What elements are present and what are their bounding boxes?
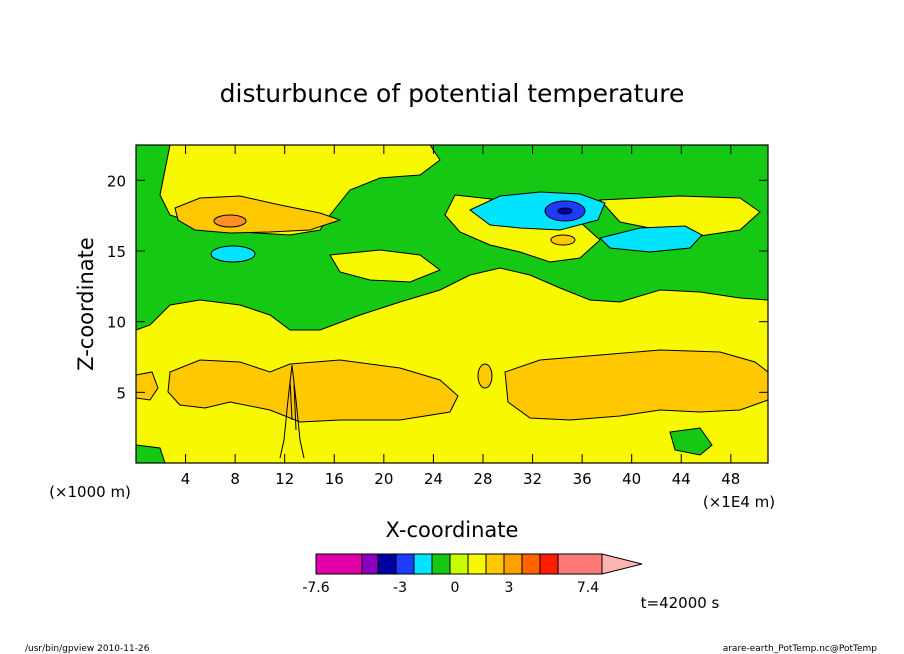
x-tick-label: 12	[275, 470, 294, 488]
colorbar-tick-label: -7.6	[302, 580, 329, 596]
region-orange-lower-left	[167, 359, 459, 423]
x-tick-label: 48	[721, 470, 740, 488]
region-yellow-upper-3	[598, 195, 761, 237]
region-orange-small	[550, 234, 576, 246]
colorbar-segment	[503, 553, 523, 575]
colorbar-segment	[413, 553, 433, 575]
colorbar-segment	[449, 553, 469, 575]
region-orange-strong-upper	[213, 214, 247, 228]
colorbar-segment	[377, 553, 397, 575]
x-tick-label: 36	[573, 470, 592, 488]
y-tick-label: 10	[107, 314, 126, 332]
x-tick-label: 8	[230, 470, 240, 488]
x-tick-label: 20	[374, 470, 393, 488]
region-green-lower-right	[669, 427, 713, 456]
footer-left: /usr/bin/gpview 2010-11-26	[25, 644, 150, 654]
x-tick-label: 44	[672, 470, 691, 488]
y-tick-label: 20	[107, 172, 126, 190]
x-tick-label: 4	[181, 470, 191, 488]
colorbar-tick-label: 0	[451, 580, 460, 596]
y-ticks: 5 10 15 20	[107, 172, 768, 402]
y-tick-label: 5	[116, 384, 126, 402]
colorbar-segment	[467, 553, 487, 575]
colorbar-tick-label: -3	[393, 580, 407, 596]
colorbar-segment	[431, 553, 451, 575]
x-ticks: 4 8 12 16 20 24 28 32 36 40 44 48	[181, 145, 740, 488]
y-tick-label: 15	[107, 243, 126, 261]
colorbar-segment	[361, 553, 379, 575]
colorbar-segment	[539, 553, 559, 575]
colorbar-segment	[485, 553, 505, 575]
x-unit-left: (×1000 m)	[49, 483, 131, 501]
plume-contours	[279, 364, 305, 459]
region-orange-lower-center	[477, 363, 493, 389]
x-unit-right: (×1E4 m)	[703, 493, 775, 511]
x-tick-label: 24	[424, 470, 443, 488]
x-tick-label: 40	[622, 470, 641, 488]
x-tick-label: 16	[325, 470, 344, 488]
region-cyan-right	[599, 225, 703, 253]
colorbar: -7.6 -3 0 3 7.4	[302, 553, 643, 596]
colorbar-segment	[395, 553, 415, 575]
region-cyan-left	[210, 245, 256, 263]
x-tick-label: 32	[523, 470, 542, 488]
x-axis-label: X-coordinate	[386, 518, 519, 542]
footer-right: arare-earth_PotTemp.nc@PotTemp	[723, 644, 878, 654]
colorbar-tick-label: 3	[505, 580, 514, 596]
region-darkblue-core	[557, 207, 573, 215]
y-axis-label: Z-coordinate	[74, 237, 98, 371]
chart-title: disturbunce of potential temperature	[220, 79, 685, 108]
plot-area	[135, 144, 769, 464]
plot-frame	[135, 144, 769, 464]
colorbar-tick-label: 7.4	[577, 580, 599, 596]
region-yellow-upper-4	[329, 249, 442, 283]
colorbar-segment	[315, 553, 363, 575]
x-tick-label: 28	[473, 470, 492, 488]
time-label: t=42000 s	[641, 594, 720, 612]
colorbar-segment	[557, 553, 603, 575]
colorbar-extend-arrow	[601, 553, 643, 575]
region-orange-lower-right	[504, 349, 769, 421]
colorbar-segment	[521, 553, 541, 575]
